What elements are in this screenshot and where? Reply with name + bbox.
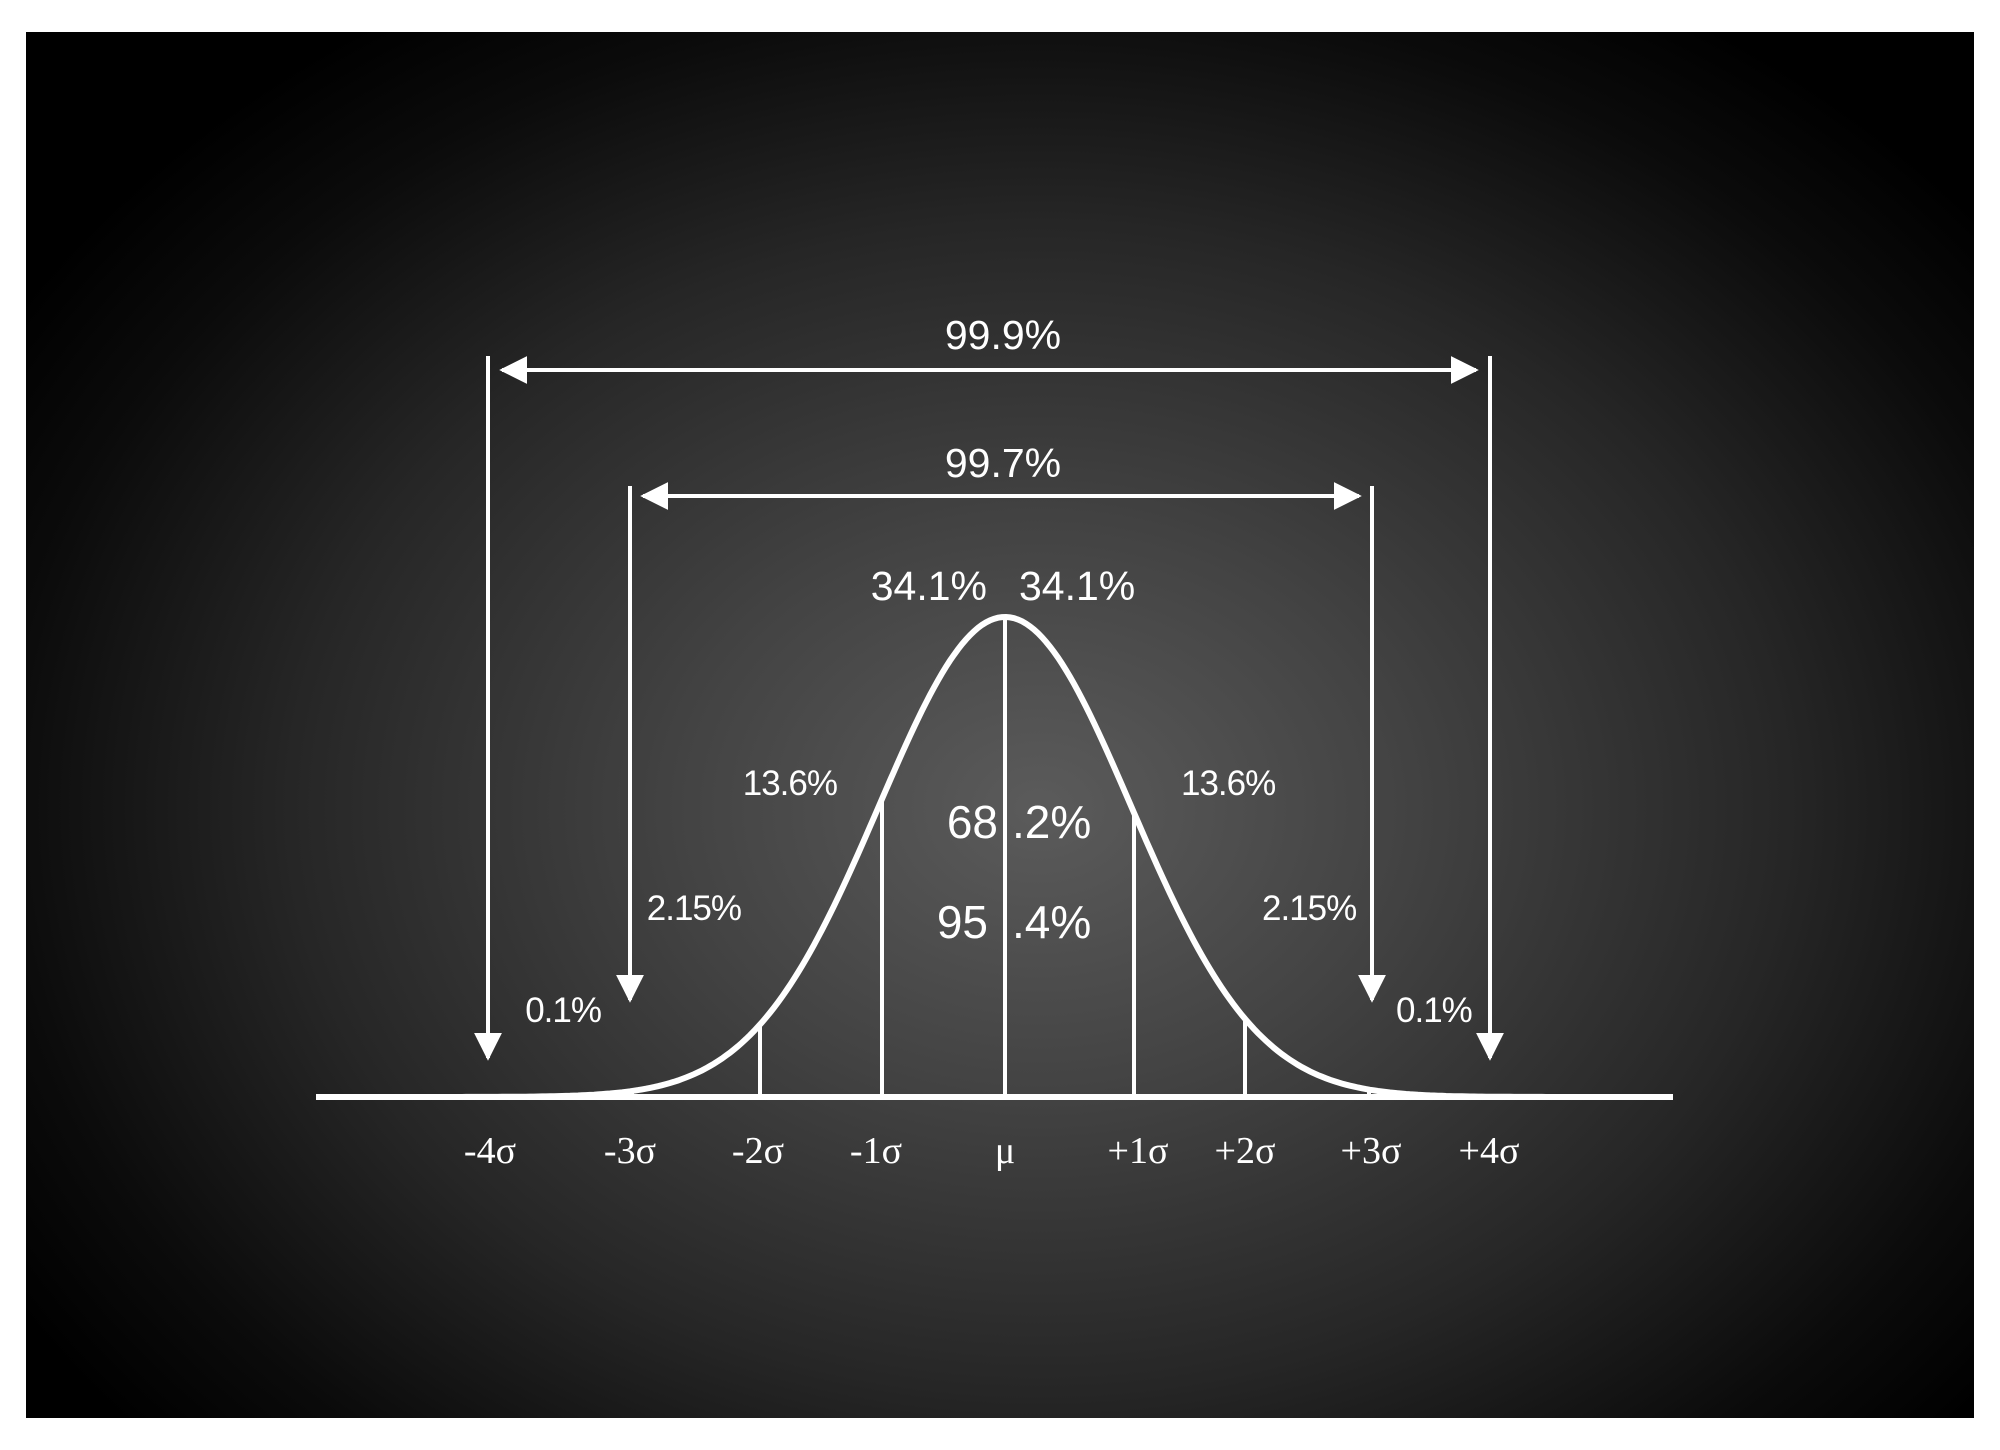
- span-99-7-label: 99.7%: [945, 440, 1061, 486]
- span-99-9-label: 99.9%: [945, 312, 1061, 358]
- region-right-tail-label: 0.1%: [1396, 991, 1472, 1030]
- axis-label-plus-2-sigma: +2σ: [1215, 1130, 1276, 1172]
- normal-distribution-diagram: 99.9% 99.7% 34.1% 34.1% 13.6% 13.6% 2.15…: [316, 312, 1673, 1172]
- center-68-left: 68: [947, 796, 998, 848]
- axis-label-minus-3-sigma: -3σ: [604, 1130, 656, 1172]
- axis-label-plus-3-sigma: +3σ: [1341, 1130, 1402, 1172]
- axis-label-minus-1-sigma: -1σ: [850, 1130, 902, 1172]
- region-left-2-label: 2.15%: [647, 889, 741, 928]
- region-left-13-label: 13.6%: [743, 764, 837, 803]
- chalkboard: 99.9% 99.7% 34.1% 34.1% 13.6% 13.6% 2.15…: [26, 32, 1974, 1418]
- center-95-left: 95: [937, 896, 988, 948]
- axis-labels: -4σ -3σ -2σ -1σ μ +1σ +2σ +3σ +4σ: [464, 1130, 1520, 1172]
- sigma-dividers: [488, 617, 1491, 1097]
- region-right-13-label: 13.6%: [1181, 764, 1275, 803]
- axis-label-mu: μ: [995, 1130, 1015, 1172]
- axis-label-minus-2-sigma: -2σ: [732, 1130, 784, 1172]
- center-95-right: .4%: [1012, 896, 1091, 948]
- span-99-7: 99.7%: [616, 440, 1386, 1003]
- bell-curve: [363, 613, 1613, 1100]
- span-99-9: 99.9%: [474, 312, 1504, 1061]
- axis-label-minus-4-sigma: -4σ: [464, 1130, 516, 1172]
- region-right-34-label: 34.1%: [1019, 563, 1135, 609]
- center-68-right: .2%: [1012, 796, 1091, 848]
- region-left-tail-label: 0.1%: [525, 991, 601, 1030]
- region-right-2-label: 2.15%: [1262, 889, 1356, 928]
- axis-label-plus-4-sigma: +4σ: [1459, 1130, 1520, 1172]
- axis-label-plus-1-sigma: +1σ: [1108, 1130, 1169, 1172]
- region-left-34-label: 34.1%: [871, 563, 987, 609]
